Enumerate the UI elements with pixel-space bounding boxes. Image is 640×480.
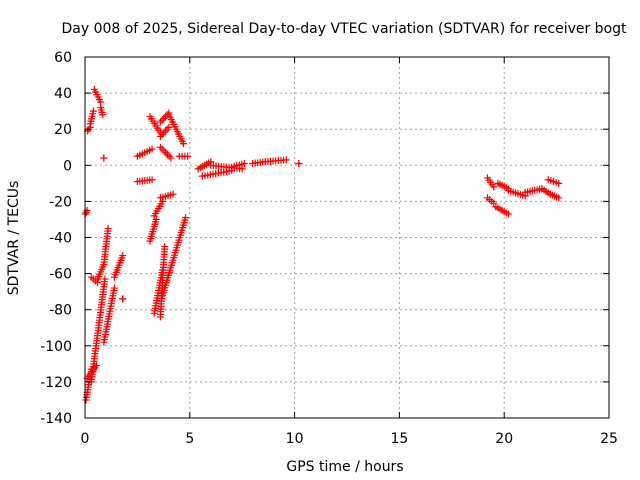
chart-title: Day 008 of 2025, Sidereal Day-to-day VTE… bbox=[61, 21, 627, 37]
y-axis-ticks: -140 -120 -100 -80 -60 -40 -20 0 20 40 60 bbox=[40, 50, 609, 427]
data-point bbox=[165, 123, 173, 131]
data-point bbox=[100, 154, 108, 162]
y-tick-label: 60 bbox=[54, 50, 72, 66]
data-point bbox=[504, 210, 512, 218]
y-tick-label: 0 bbox=[63, 158, 72, 174]
data-point bbox=[167, 154, 175, 162]
data-point bbox=[295, 159, 303, 167]
y-axis-label: SDTVAR / TECUs bbox=[6, 181, 22, 296]
y-tick-label: 40 bbox=[54, 86, 72, 102]
x-tick-label: 10 bbox=[286, 431, 304, 447]
y-tick-label: -120 bbox=[40, 375, 72, 391]
data-point bbox=[184, 152, 192, 160]
x-axis-label: GPS time / hours bbox=[286, 459, 403, 475]
data-point bbox=[152, 215, 160, 223]
data-point bbox=[110, 284, 118, 292]
data-point bbox=[148, 145, 156, 153]
y-tick-label: 20 bbox=[54, 122, 72, 138]
x-tick-label: 20 bbox=[495, 431, 513, 447]
data-point bbox=[119, 252, 127, 260]
data-point bbox=[282, 156, 290, 164]
x-axis-ticks: 0 5 10 15 20 25 bbox=[81, 57, 618, 447]
data-point bbox=[161, 243, 169, 251]
y-tick-label: -100 bbox=[40, 339, 72, 355]
data-point bbox=[99, 111, 107, 119]
data-point bbox=[555, 179, 563, 187]
x-tick-label: 15 bbox=[390, 431, 408, 447]
data-point bbox=[180, 140, 188, 148]
x-tick-label: 25 bbox=[600, 431, 618, 447]
gridlines bbox=[85, 57, 609, 418]
data-points bbox=[81, 85, 563, 404]
data-point bbox=[240, 159, 248, 167]
data-point bbox=[490, 183, 498, 191]
data-point bbox=[490, 199, 498, 207]
data-point bbox=[119, 295, 127, 303]
y-tick-label: -20 bbox=[49, 194, 72, 210]
data-point bbox=[148, 176, 156, 184]
y-tick-label: -40 bbox=[49, 231, 72, 247]
data-point bbox=[169, 190, 177, 198]
x-tick-label: 0 bbox=[81, 431, 90, 447]
data-point bbox=[89, 107, 97, 115]
y-tick-label: -140 bbox=[40, 411, 72, 427]
data-point bbox=[104, 224, 112, 232]
x-tick-label: 5 bbox=[185, 431, 194, 447]
y-tick-label: -80 bbox=[49, 303, 72, 319]
data-point bbox=[555, 194, 563, 202]
data-point bbox=[182, 214, 190, 222]
data-point bbox=[101, 275, 109, 283]
y-tick-label: -60 bbox=[49, 267, 72, 283]
